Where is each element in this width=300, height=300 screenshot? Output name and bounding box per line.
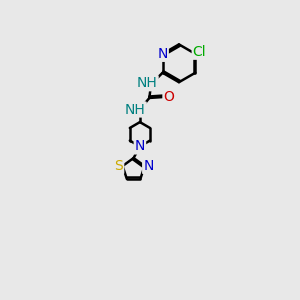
Text: N: N (143, 159, 154, 173)
Text: NH: NH (137, 76, 158, 90)
Text: Cl: Cl (193, 45, 206, 59)
Text: S: S (115, 159, 123, 173)
Text: NH: NH (125, 103, 146, 116)
Text: N: N (158, 47, 168, 61)
Text: O: O (164, 90, 174, 104)
Text: N: N (135, 140, 145, 154)
